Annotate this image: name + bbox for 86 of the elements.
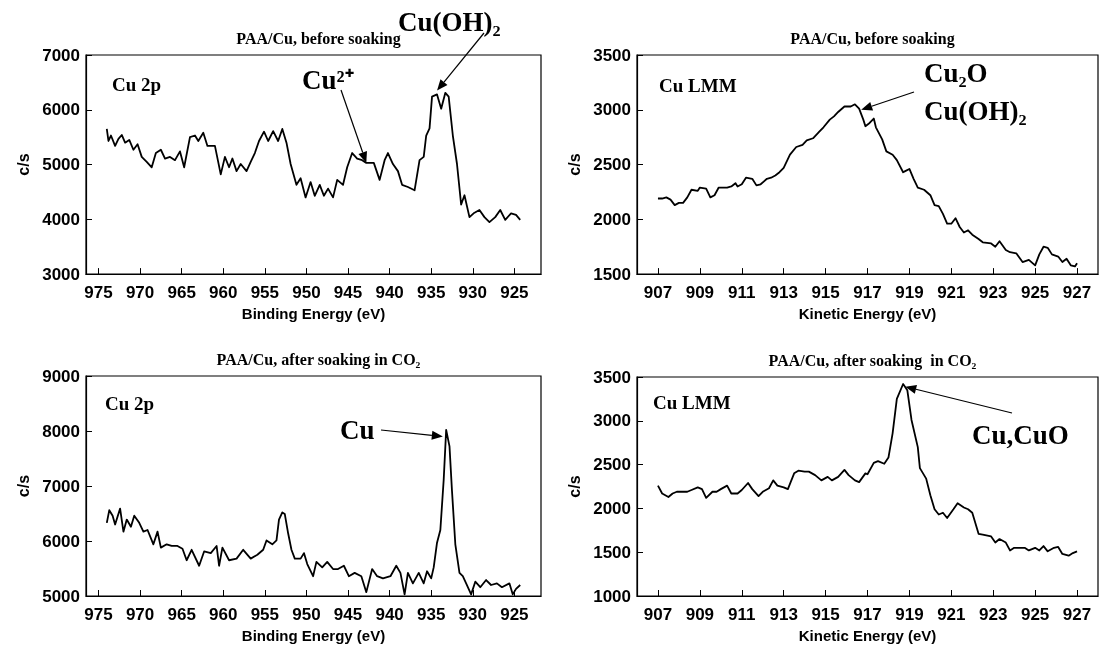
y-tick-label: 3000 bbox=[593, 411, 631, 431]
y-tick-label: 5000 bbox=[42, 586, 80, 606]
x-tick-label: 907 bbox=[643, 283, 673, 303]
x-tick-label: 917 bbox=[853, 605, 882, 624]
x-tick-label: 913 bbox=[769, 283, 798, 303]
x-tick-label: 935 bbox=[417, 283, 446, 303]
y-tick-label: 5000 bbox=[42, 155, 80, 175]
x-tick-label: 970 bbox=[125, 605, 155, 624]
annotation: Cu LMM bbox=[659, 74, 737, 96]
y-tick-label: 3500 bbox=[593, 45, 631, 65]
x-tick-label: 960 bbox=[209, 283, 238, 303]
x-tick-label: 950 bbox=[292, 605, 321, 624]
x-tick-label: 950 bbox=[292, 283, 321, 303]
x-tick-label: 925 bbox=[500, 605, 529, 624]
chart-title: PAA/Cu, before soaking bbox=[236, 29, 401, 48]
y-tick-label: 1500 bbox=[593, 264, 631, 284]
x-axis-title: Binding Energy (eV) bbox=[241, 305, 386, 322]
chart-title: PAA/Cu, after soaking in CO₂ bbox=[216, 350, 421, 369]
y-tick-label: 3000 bbox=[593, 100, 631, 120]
annotation: Cu(OH)₂ bbox=[398, 7, 501, 37]
y-tick-label: 2000 bbox=[593, 209, 631, 229]
annotation: Cu LMM bbox=[653, 391, 731, 413]
x-tick-label: 940 bbox=[375, 283, 404, 303]
y-axis-title: c/s bbox=[14, 153, 32, 176]
y-axis-title: c/s bbox=[565, 475, 583, 498]
x-tick-label: 927 bbox=[1062, 605, 1092, 624]
x-tick-label: 960 bbox=[209, 605, 238, 624]
annotation: Cu bbox=[340, 415, 375, 445]
y-tick-label: 3500 bbox=[593, 367, 631, 387]
x-tick-label: 921 bbox=[937, 605, 966, 624]
y-tick-label: 2500 bbox=[593, 455, 631, 475]
x-axis-title: Binding Energy (eV) bbox=[241, 626, 386, 644]
y-tick-label: 6000 bbox=[42, 531, 80, 551]
y-tick-label: 3000 bbox=[42, 264, 80, 284]
x-tick-label: 915 bbox=[811, 605, 840, 624]
x-tick-label: 925 bbox=[1020, 283, 1050, 303]
x-tick-label: 913 bbox=[769, 605, 798, 624]
annotation: Cu,CuO bbox=[972, 420, 1069, 450]
x-tick-label: 945 bbox=[333, 605, 363, 624]
y-tick-label: 8000 bbox=[42, 421, 80, 441]
x-tick-label: 975 bbox=[84, 283, 113, 303]
annotation: Cu 2p bbox=[105, 392, 155, 414]
x-tick-label: 940 bbox=[375, 605, 404, 624]
x-tick-label: 911 bbox=[728, 283, 756, 303]
y-tick-label: 2500 bbox=[593, 155, 631, 175]
x-tick-label: 909 bbox=[685, 283, 715, 303]
x-tick-label: 921 bbox=[937, 283, 966, 303]
x-tick-label: 930 bbox=[458, 605, 487, 624]
chart-title: PAA/Cu, before soaking bbox=[790, 29, 955, 48]
x-tick-label: 915 bbox=[811, 283, 840, 303]
annotation: Cu₂O Cu(OH)₂ bbox=[924, 58, 1027, 126]
x-tick-label: 917 bbox=[853, 283, 882, 303]
x-tick-label: 970 bbox=[125, 283, 155, 303]
x-tick-label: 955 bbox=[250, 283, 280, 303]
y-axis-title: c/s bbox=[565, 153, 583, 176]
y-tick-label: 7000 bbox=[42, 476, 80, 496]
x-tick-label: 919 bbox=[895, 283, 924, 303]
x-tick-label: 907 bbox=[643, 605, 673, 624]
x-tick-label: 923 bbox=[979, 283, 1008, 303]
chart-title: PAA/Cu, after soaking in CO₂ bbox=[768, 351, 977, 370]
x-tick-label: 975 bbox=[84, 605, 113, 624]
x-tick-label: 919 bbox=[895, 605, 924, 624]
y-tick-label: 9000 bbox=[42, 366, 80, 386]
x-axis-title: Kinetic Energy (eV) bbox=[798, 626, 937, 644]
x-tick-label: 909 bbox=[685, 605, 715, 624]
y-tick-label: 2000 bbox=[593, 498, 631, 518]
x-tick-label: 935 bbox=[417, 605, 446, 624]
y-tick-label: 4000 bbox=[42, 209, 80, 229]
x-tick-label: 911 bbox=[728, 605, 756, 624]
y-tick-label: 1000 bbox=[593, 586, 631, 606]
annotation: Cu²⁺ bbox=[302, 65, 354, 95]
annotation: Cu 2p bbox=[112, 73, 162, 95]
x-tick-label: 945 bbox=[333, 283, 363, 303]
x-axis-title: Kinetic Energy (eV) bbox=[798, 305, 937, 322]
x-tick-label: 955 bbox=[250, 605, 280, 624]
x-tick-label: 965 bbox=[167, 605, 196, 624]
x-tick-label: 925 bbox=[500, 283, 529, 303]
x-tick-label: 927 bbox=[1062, 283, 1092, 303]
y-axis-title: c/s bbox=[14, 474, 32, 498]
y-tick-label: 7000 bbox=[42, 45, 80, 65]
x-tick-label: 925 bbox=[1020, 605, 1050, 624]
x-tick-label: 923 bbox=[979, 605, 1008, 624]
x-tick-label: 965 bbox=[167, 283, 196, 303]
x-tick-label: 930 bbox=[458, 283, 487, 303]
y-tick-label: 1500 bbox=[593, 542, 631, 562]
y-tick-label: 6000 bbox=[42, 100, 80, 120]
